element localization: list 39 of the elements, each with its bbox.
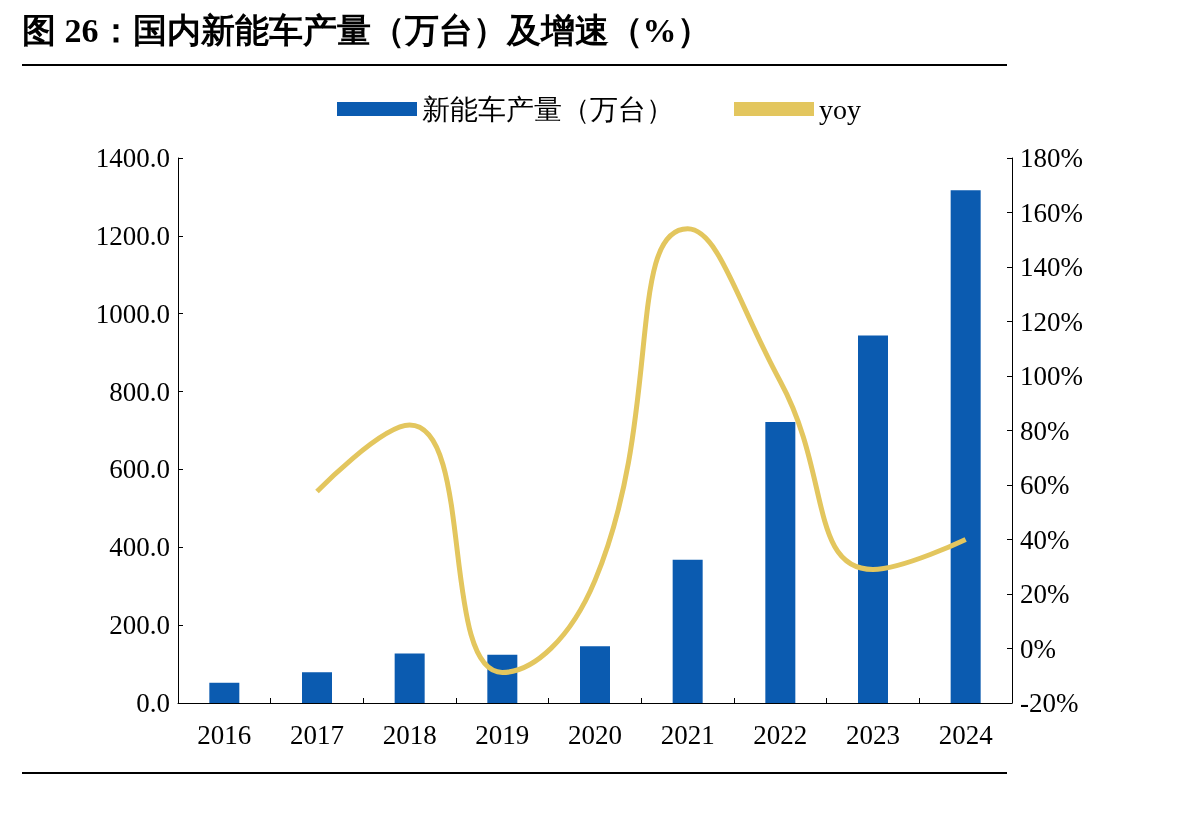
bar [858,335,888,703]
y-tick-label: 1200.0 [95,220,170,251]
y-tick-label: 200.0 [109,610,170,641]
y-tick-label: 800.0 [109,376,170,407]
y-tick-label: 600.0 [109,454,170,485]
y2-tick-label: 100% [1020,361,1083,391]
bar [672,559,703,703]
bar [209,682,240,703]
y2-tick-label: 180% [1020,143,1083,173]
x-tick-label: 2016 [197,719,252,750]
legend-label: yoy [819,93,861,125]
y-tick-label: 400.0 [109,532,170,563]
x-tick-label: 2019 [475,719,530,750]
bar [765,421,796,703]
x-tick-label: 2022 [753,719,808,750]
y-tick-label: 0.0 [136,688,170,718]
y2-tick-label: 160% [1020,197,1083,228]
y2-tick-label: 60% [1020,470,1070,500]
x-tick-label: 2018 [382,719,437,750]
bar [580,646,610,703]
x-tick-label: 2017 [290,719,344,750]
y2-tick-label: 40% [1020,524,1070,555]
y-tick-label: 1000.0 [95,298,170,329]
y2-tick-label: 120% [1020,306,1083,337]
y2-tick-label: 140% [1020,252,1083,282]
x-tick-label: 2024 [938,719,994,750]
y-tick-label: 1400.0 [95,143,170,173]
y2-tick-label: 80% [1020,415,1070,446]
bar [302,672,332,703]
y2-tick-label: 20% [1020,579,1070,609]
bar [950,190,981,703]
bar [394,653,425,703]
y2-tick-label: -20% [1020,688,1079,718]
x-tick-label: 2023 [846,719,900,750]
legend-label: 新能车产量（万台） [422,93,674,125]
x-tick-label: 2021 [660,719,715,750]
chart-title: 图 26：国内新能车产量（万台）及增速（%） [22,8,1007,66]
y2-tick-label: 0% [1020,633,1056,664]
x-tick-label: 2020 [568,719,622,750]
